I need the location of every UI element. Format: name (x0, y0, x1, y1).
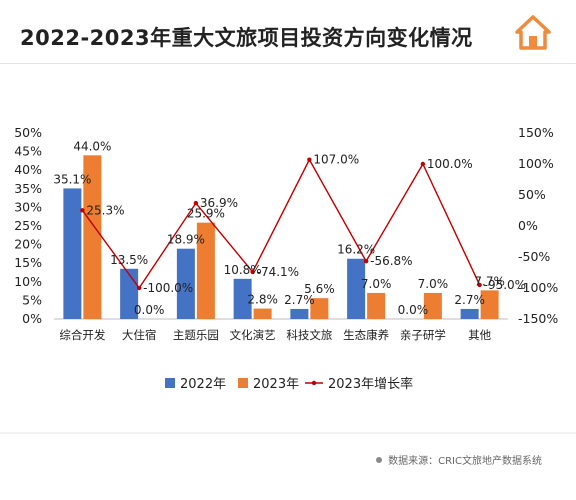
growth-point (363, 259, 369, 264)
category-label: 大住宿 (122, 328, 157, 342)
bar-2023 (423, 292, 442, 319)
growth-point (136, 285, 142, 291)
legend-marker-growth (311, 380, 317, 386)
bar-2023 (367, 292, 386, 319)
growth-label: -56.8% (370, 254, 412, 268)
bar-2023 (480, 290, 499, 319)
growth-label: -74.1% (257, 265, 299, 279)
combo-chart: 0% 5% 10% 15% 20% 25% 30% 35% 40% 45% 50% -150% -10… (0, 125, 576, 434)
bar-2022 (233, 278, 252, 319)
growth-line-series (80, 157, 482, 291)
left-tick-label: 35% (14, 181, 42, 196)
bar-2022 (63, 188, 82, 319)
right-tick-label: -100% (518, 280, 558, 295)
category-axis: 综合开发 大住宿 主题乐园 文化演艺 科技文旅 生态康养 亲子研学 其他 (59, 328, 491, 342)
right-tick-label: 150% (518, 125, 554, 140)
bar-2022 (176, 248, 195, 319)
bar-2023-label: 44.0% (73, 139, 111, 153)
left-tick-label: 20% (14, 237, 42, 252)
category-label: 文化演艺 (230, 328, 276, 342)
left-tick-label: 40% (14, 162, 42, 177)
legend-label-2023: 2023年 (253, 377, 299, 392)
growth-label: 100.0% (427, 157, 473, 171)
bar-2022-label: 18.9% (167, 233, 205, 247)
category-label: 生态康养 (343, 328, 389, 342)
growth-point (193, 200, 199, 206)
category-label: 主题乐园 (173, 328, 219, 342)
growth-point (250, 269, 255, 275)
source-text: 数据来源：CRIC文旅地产数据系统 (388, 456, 542, 467)
left-tick-label: 0% (22, 311, 42, 326)
bar-2022-label: 13.5% (110, 253, 148, 267)
chart-title: 2022-2023年重大文旅项目投资方向变化情况 (20, 26, 473, 50)
header-divider (0, 63, 576, 64)
left-tick-label: 30% (14, 199, 42, 214)
growth-label: -95.0% (484, 278, 526, 292)
legend-label-2022: 2022年 (180, 377, 226, 392)
bar-2023-label: 2.8% (247, 293, 278, 307)
right-tick-label: 0% (518, 218, 538, 233)
data-labels: 35.1% 44.0% 13.5% 0.0% 18.9% 25.9% 10.8% 2.8% 2.… (53, 139, 526, 317)
left-tick-label: 45% (14, 144, 42, 159)
right-tick-label: 100% (518, 156, 554, 171)
house-icon (515, 15, 551, 50)
legend-swatch-2023 (238, 378, 248, 388)
right-tick-label: 50% (518, 187, 546, 202)
bar-2023-label: 5.6% (304, 282, 335, 296)
bar-2023 (253, 308, 272, 319)
bar-2023-label: 7.0% (361, 277, 392, 291)
growth-point (307, 157, 312, 162)
bar-2023 (310, 298, 329, 319)
bullet-icon (376, 456, 383, 463)
right-tick-label: -150% (518, 311, 558, 326)
source-note: 数据来源：CRIC文旅地产数据系统 (376, 452, 542, 467)
bar-2023 (196, 222, 215, 319)
growth-line (81, 158, 481, 290)
growth-point (477, 282, 482, 288)
left-tick-label: 15% (14, 255, 42, 270)
bar-2022 (460, 308, 479, 319)
category-label: 综合开发 (59, 328, 105, 342)
right-axis: -150% -100% -50% 0% 50% 100% 150% (518, 125, 558, 326)
growth-point (80, 208, 85, 213)
growth-point (420, 161, 426, 167)
bar-2022-label: 0.0% (398, 303, 429, 317)
bar-2023-label: 0.0% (134, 303, 165, 317)
growth-label: 25.3% (86, 203, 124, 217)
bar-2022 (347, 258, 366, 319)
bar-2022-label: 2.7% (454, 293, 485, 307)
bar-2023-label: 7.0% (418, 277, 449, 291)
bar-series (63, 155, 499, 319)
bar-2022 (290, 308, 309, 319)
growth-label: 36.9% (200, 196, 238, 210)
bar-2022-label: 16.2% (337, 243, 375, 257)
legend: 2022年 2023年 2023年增长率 (165, 376, 413, 392)
left-tick-label: 10% (14, 274, 42, 289)
bar-2022-label: 2.7% (284, 293, 315, 307)
bar-2022-label: 35.1% (53, 172, 91, 186)
legend-swatch-2022 (165, 378, 175, 388)
category-label: 科技文旅 (286, 328, 332, 342)
left-tick-label: 5% (22, 292, 42, 307)
right-tick-label: -50% (518, 249, 550, 264)
left-axis: 0% 5% 10% 15% 20% 25% 30% 35% 40% 45% 50% (14, 125, 508, 326)
left-tick-label: 50% (14, 125, 42, 140)
bar-2022-label: 10.8% (224, 263, 262, 277)
category-label: 亲子研学 (400, 328, 446, 342)
bar-2023-label: 7.7% (474, 274, 505, 288)
left-tick-label: 25% (14, 218, 42, 233)
growth-label: 107.0% (313, 153, 359, 167)
bar-2023-label: 25.9% (187, 207, 225, 221)
category-label: 其他 (468, 328, 491, 342)
bar-2023 (83, 155, 102, 319)
legend-label-growth: 2023年增长率 (328, 376, 413, 392)
growth-label: -100.0% (143, 281, 193, 295)
